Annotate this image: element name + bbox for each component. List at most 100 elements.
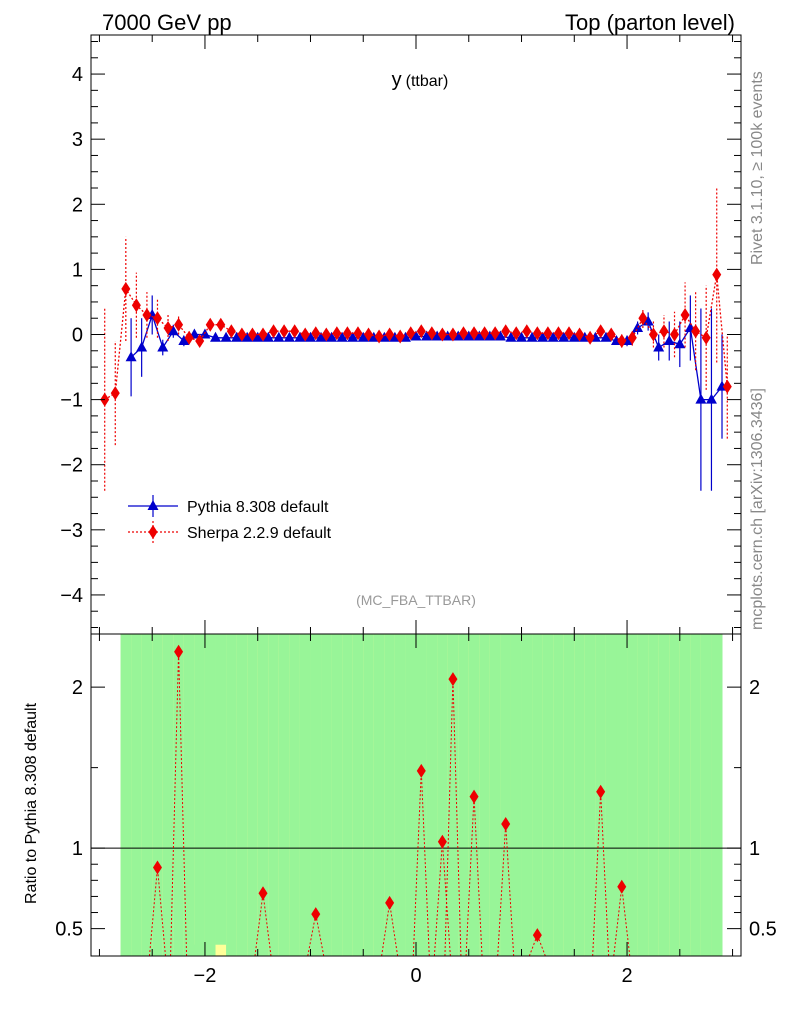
data-point — [152, 311, 162, 326]
ratio-band-green — [257, 634, 269, 956]
ratio-point — [174, 644, 184, 659]
data-point — [353, 326, 363, 341]
data-point — [136, 341, 148, 352]
data-point — [125, 351, 137, 362]
series-pythia — [125, 295, 728, 491]
data-point — [463, 330, 475, 341]
data-point — [680, 307, 690, 322]
ratio-band-green — [553, 634, 565, 956]
ratio-line — [148, 867, 158, 957]
data-point — [543, 326, 553, 341]
data-point — [617, 334, 627, 349]
data-point — [642, 315, 654, 326]
data-point — [469, 326, 479, 341]
ratio-point — [469, 789, 479, 804]
ratio-point — [258, 886, 268, 901]
data-point — [385, 327, 395, 342]
ratio-band-green — [162, 634, 174, 956]
ratio-line — [254, 893, 264, 957]
series-sherpa — [100, 186, 732, 491]
data-point — [216, 317, 226, 332]
data-point — [178, 335, 190, 346]
ratio-band-green — [532, 634, 544, 956]
data-point — [712, 267, 722, 282]
y-tick-label: 3 — [72, 129, 83, 151]
data-point — [473, 330, 485, 341]
data-point — [300, 327, 310, 342]
ratio-band-green — [236, 634, 248, 956]
data-point — [484, 330, 496, 341]
ratio-band-green — [563, 634, 575, 956]
ratio-line — [307, 914, 317, 957]
ratio-band-green — [310, 634, 322, 956]
data-point — [241, 331, 253, 342]
data-point — [131, 298, 141, 313]
data-point — [670, 327, 680, 342]
data-point — [247, 327, 257, 342]
data-point — [638, 311, 648, 326]
data-point — [336, 331, 348, 342]
ratio-band-green — [669, 634, 681, 956]
ratio-band-green — [194, 634, 206, 956]
ratio-y-tick-label-right: 2 — [749, 677, 760, 699]
data-point — [273, 331, 285, 342]
ratio-band-green — [426, 634, 438, 956]
analysis-label: (MC_FBA_TTBAR) — [356, 592, 476, 608]
data-point — [237, 327, 247, 342]
ratio-band-green — [479, 634, 491, 956]
y-tick-label: 0 — [72, 325, 83, 347]
y-tick-label: 1 — [72, 259, 83, 281]
ratio-band-green — [437, 634, 449, 956]
ratio-band-green — [500, 634, 512, 956]
data-point — [695, 393, 707, 404]
data-point — [448, 327, 458, 342]
legend-label: Pythia 8.308 default — [187, 499, 329, 516]
data-point — [532, 326, 542, 341]
x-tick-label: 0 — [410, 965, 421, 987]
data-point — [357, 331, 369, 342]
data-point — [575, 327, 585, 342]
ratio-band-green — [215, 634, 227, 945]
ratio-band-green — [247, 634, 259, 956]
ratio-line — [315, 914, 325, 957]
ratio-line — [178, 651, 188, 957]
data-point — [174, 317, 184, 332]
data-point — [195, 334, 205, 349]
ratio-point — [311, 907, 321, 922]
ratio-point — [501, 816, 511, 831]
ratio-band-green — [584, 634, 596, 956]
data-point — [505, 331, 517, 342]
ratio-band-green — [447, 634, 459, 956]
data-point — [406, 326, 416, 341]
ratio-line — [600, 791, 610, 957]
ratio-band-green — [183, 634, 195, 956]
header-right: Top (parton level) — [565, 10, 735, 35]
ratio-point — [437, 834, 447, 849]
data-point — [511, 326, 521, 341]
y-tick-label: 2 — [72, 194, 83, 216]
data-point — [653, 341, 665, 352]
ratio-band-green — [204, 634, 217, 956]
y-tick-label: −1 — [60, 390, 83, 412]
ratio-band-green — [131, 634, 143, 956]
legend-label: Sherpa 2.2.9 default — [187, 525, 332, 542]
ratio-y-tick-label-right: 1 — [749, 838, 760, 860]
y-tick-label: 4 — [72, 64, 83, 86]
data-point — [332, 326, 342, 341]
ratio-band-green — [510, 634, 523, 956]
data-point — [606, 327, 616, 342]
main-panel: −4 −3 −2 −1 0 1 2 3 4 y (ttbar) (MC_FBA_TTBAR) Py… — [60, 34, 742, 635]
ratio-line — [465, 796, 475, 957]
ratio-band-green — [637, 634, 649, 956]
data-point — [494, 330, 506, 341]
legend: Pythia 8.308 default Sherpa 2.2.9 default — [128, 495, 332, 543]
data-point — [121, 281, 131, 296]
ratio-y-tick-label: 2 — [72, 677, 83, 699]
data-point — [564, 326, 574, 341]
x-tick-label: −2 — [194, 965, 217, 987]
ratio-point — [152, 860, 162, 875]
data-point — [269, 324, 279, 339]
data-point — [110, 386, 120, 401]
data-point — [427, 326, 437, 341]
